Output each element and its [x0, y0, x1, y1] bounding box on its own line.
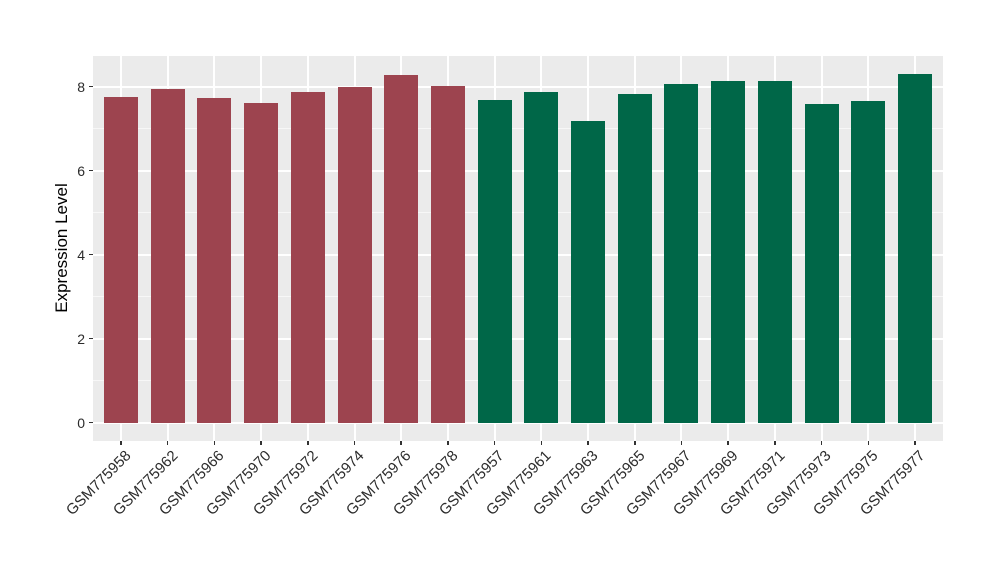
bar-GSM775969 [711, 80, 746, 423]
y-tick-label-8: 8 [77, 78, 85, 95]
bar-GSM775977 [897, 74, 932, 423]
bar-GSM775966 [197, 97, 232, 423]
bar-GSM775972 [290, 92, 325, 423]
x-tick-mark-GSM775967 [680, 441, 683, 445]
bar-GSM775973 [804, 103, 839, 423]
x-tick-mark-GSM775977 [914, 441, 916, 445]
x-tick-mark-GSM775966 [213, 441, 216, 445]
bar-GSM775978 [430, 85, 465, 423]
y-tick-label-6: 6 [77, 162, 85, 179]
x-tick-mark-GSM775978 [447, 441, 449, 445]
gridline-minor-y-5 [93, 212, 943, 214]
x-tick-mark-GSM775975 [867, 441, 870, 445]
x-tick-mark-GSM775962 [166, 441, 169, 445]
bar-GSM775962 [150, 88, 185, 423]
y-tick-label-0: 0 [77, 414, 85, 431]
y-tick-label-2: 2 [77, 330, 85, 347]
bar-GSM775958 [104, 96, 139, 423]
y-tick-label-4: 4 [77, 246, 85, 263]
x-tick-mark-GSM775974 [353, 441, 356, 445]
bar-GSM775970 [244, 103, 279, 423]
bar-GSM775975 [851, 100, 886, 423]
x-tick-mark-GSM775972 [307, 441, 309, 445]
bar-GSM775963 [571, 121, 606, 423]
x-tick-mark-GSM775961 [540, 441, 543, 445]
gridline-major-y-0 [93, 421, 943, 424]
bar-GSM775961 [524, 92, 559, 423]
x-tick-mark-GSM775973 [820, 441, 823, 445]
gridline-major-y-2 [93, 337, 943, 340]
x-tick-mark-GSM775965 [634, 441, 636, 445]
gridline-minor-y-1 [93, 380, 943, 382]
x-tick-mark-GSM775957 [493, 441, 496, 445]
gridline-major-y-8 [93, 85, 943, 88]
x-tick-mark-GSM775971 [774, 441, 776, 445]
y-tick-mark-4 [89, 253, 93, 256]
x-tick-mark-GSM775976 [400, 441, 402, 445]
bar-GSM775967 [664, 83, 699, 423]
gridline-major-y-4 [93, 253, 943, 256]
bar-GSM775957 [477, 100, 512, 423]
bar-GSM775965 [617, 93, 652, 423]
bar-GSM775971 [757, 80, 792, 423]
plot-panel [93, 56, 943, 441]
x-tick-mark-GSM775963 [587, 441, 589, 445]
y-tick-mark-6 [89, 169, 93, 172]
gridline-major-y-6 [93, 169, 943, 172]
gridline-minor-y-7 [93, 128, 943, 130]
x-tick-mark-GSM775958 [120, 441, 122, 445]
x-tick-mark-GSM775969 [727, 441, 729, 445]
bar-GSM775974 [337, 87, 372, 423]
y-tick-mark-0 [89, 421, 93, 424]
y-tick-mark-2 [89, 337, 93, 340]
bar-GSM775976 [384, 74, 419, 423]
y-tick-mark-8 [89, 85, 93, 88]
gridline-minor-y-3 [93, 296, 943, 298]
x-tick-mark-GSM775970 [260, 441, 262, 445]
